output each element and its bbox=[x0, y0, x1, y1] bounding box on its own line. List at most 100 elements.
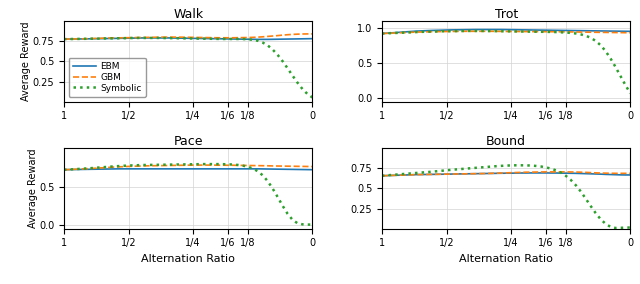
GBM bbox=[308, 32, 316, 36]
GBM bbox=[140, 36, 147, 39]
Symbolic bbox=[145, 36, 152, 40]
Title: Walk: Walk bbox=[173, 8, 204, 21]
GBM bbox=[134, 36, 142, 39]
EBM bbox=[229, 167, 237, 171]
EBM bbox=[452, 172, 460, 176]
GBM bbox=[542, 170, 550, 174]
GBM bbox=[458, 172, 465, 176]
Symbolic bbox=[458, 167, 465, 171]
EBM bbox=[621, 30, 629, 33]
GBM bbox=[378, 32, 386, 35]
EBM bbox=[527, 171, 535, 175]
GBM bbox=[627, 31, 634, 34]
Line: GBM: GBM bbox=[382, 31, 630, 34]
Title: Bound: Bound bbox=[486, 135, 526, 148]
GBM bbox=[239, 36, 246, 39]
EBM bbox=[433, 173, 440, 176]
EBM bbox=[458, 28, 465, 32]
Line: Symbolic: Symbolic bbox=[382, 31, 630, 93]
EBM bbox=[452, 28, 460, 32]
EBM bbox=[60, 37, 68, 41]
Line: GBM: GBM bbox=[382, 172, 630, 176]
Symbolic bbox=[458, 29, 465, 33]
Symbolic bbox=[140, 163, 147, 167]
Symbolic bbox=[433, 30, 440, 33]
GBM bbox=[299, 32, 307, 36]
Symbolic bbox=[134, 36, 142, 40]
GBM bbox=[303, 165, 311, 168]
Line: EBM: EBM bbox=[64, 38, 312, 39]
Symbolic bbox=[244, 37, 252, 41]
EBM bbox=[627, 173, 634, 177]
Symbolic bbox=[303, 92, 311, 96]
EBM bbox=[547, 171, 555, 175]
Symbolic bbox=[378, 32, 386, 35]
Symbolic bbox=[547, 30, 555, 34]
Symbolic bbox=[199, 162, 207, 166]
GBM bbox=[378, 174, 386, 178]
Symbolic bbox=[115, 164, 122, 168]
Line: Symbolic: Symbolic bbox=[382, 165, 630, 228]
Title: Trot: Trot bbox=[495, 8, 518, 21]
Y-axis label: Average Reward: Average Reward bbox=[28, 149, 38, 228]
GBM bbox=[562, 30, 570, 34]
EBM bbox=[547, 28, 555, 32]
Symbolic bbox=[303, 223, 311, 226]
Symbolic bbox=[452, 29, 460, 33]
Title: Pace: Pace bbox=[173, 135, 203, 148]
GBM bbox=[115, 165, 122, 169]
EBM bbox=[145, 167, 152, 171]
Symbolic bbox=[433, 170, 440, 173]
Symbolic bbox=[308, 96, 316, 99]
EBM bbox=[378, 32, 386, 35]
Line: GBM: GBM bbox=[64, 165, 312, 170]
EBM bbox=[378, 174, 386, 178]
GBM bbox=[562, 170, 570, 174]
Symbolic bbox=[60, 168, 68, 172]
Legend: EBM, GBM, Symbolic: EBM, GBM, Symbolic bbox=[68, 57, 146, 97]
Symbolic bbox=[627, 226, 634, 229]
Line: EBM: EBM bbox=[382, 173, 630, 176]
EBM bbox=[472, 28, 480, 31]
Y-axis label: Average Reward: Average Reward bbox=[21, 22, 31, 101]
Line: Symbolic: Symbolic bbox=[64, 164, 312, 225]
EBM bbox=[627, 30, 634, 33]
Symbolic bbox=[244, 165, 252, 168]
GBM bbox=[244, 164, 252, 167]
GBM bbox=[621, 31, 629, 34]
EBM bbox=[120, 167, 127, 171]
Symbolic bbox=[60, 37, 68, 41]
EBM bbox=[115, 167, 122, 171]
EBM bbox=[140, 36, 147, 40]
Symbolic bbox=[140, 36, 147, 40]
Symbolic bbox=[512, 164, 520, 167]
Symbolic bbox=[229, 37, 237, 41]
EBM bbox=[433, 29, 440, 32]
GBM bbox=[433, 30, 440, 33]
Symbolic bbox=[562, 174, 570, 178]
GBM bbox=[452, 172, 460, 176]
X-axis label: Alternation Ratio: Alternation Ratio bbox=[460, 254, 553, 264]
X-axis label: Alternation Ratio: Alternation Ratio bbox=[141, 254, 235, 264]
EBM bbox=[621, 173, 629, 177]
GBM bbox=[547, 170, 555, 174]
GBM bbox=[189, 163, 197, 167]
EBM bbox=[134, 36, 142, 40]
Line: GBM: GBM bbox=[64, 34, 312, 39]
EBM bbox=[140, 167, 147, 171]
Symbolic bbox=[562, 31, 570, 34]
Symbolic bbox=[621, 83, 629, 87]
EBM bbox=[303, 37, 311, 40]
Symbolic bbox=[612, 226, 620, 230]
EBM bbox=[254, 38, 262, 41]
GBM bbox=[115, 36, 122, 39]
GBM bbox=[229, 164, 237, 167]
Symbolic bbox=[229, 163, 237, 166]
GBM bbox=[627, 172, 634, 175]
Symbolic bbox=[452, 168, 460, 171]
GBM bbox=[224, 36, 232, 39]
GBM bbox=[452, 30, 460, 33]
EBM bbox=[308, 37, 316, 40]
EBM bbox=[145, 36, 152, 40]
Symbolic bbox=[378, 174, 386, 178]
